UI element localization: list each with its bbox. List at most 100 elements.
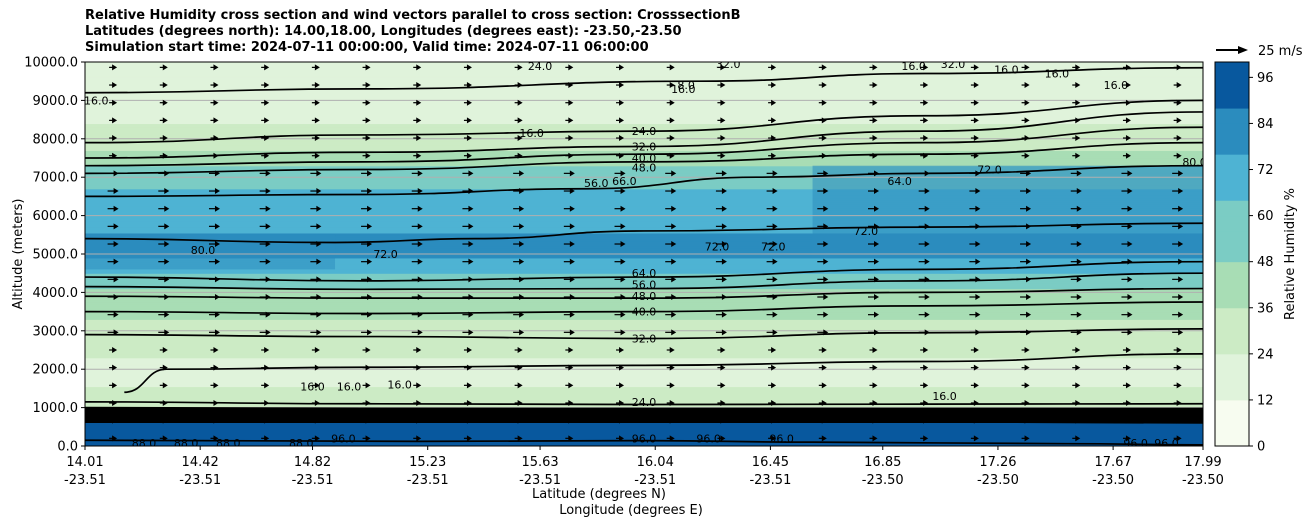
wind-vector <box>159 82 168 89</box>
wind-vector <box>818 99 827 106</box>
wind-vector <box>109 82 118 89</box>
wind-vector-head <box>517 117 523 124</box>
wind-vector-head <box>265 241 271 248</box>
wind-vector <box>1021 64 1030 71</box>
wind-vector-head <box>416 364 422 371</box>
wind-vector <box>969 329 981 336</box>
wind-vector-head <box>1125 99 1131 106</box>
wind-vector-head <box>772 276 778 283</box>
wind-vector <box>159 435 168 442</box>
wind-vector-head <box>620 170 626 177</box>
wind-vector <box>867 223 879 230</box>
rh-band <box>85 100 1203 103</box>
wind-vector-head <box>164 294 170 301</box>
wind-vector-head <box>1127 223 1133 230</box>
wind-vector <box>1122 382 1131 389</box>
wind-vector-head <box>1125 135 1131 142</box>
wind-vector <box>665 276 677 283</box>
rh-band <box>85 428 1203 432</box>
wind-vector-head <box>367 188 373 195</box>
wind-vector <box>107 294 119 301</box>
wind-vector <box>210 347 219 353</box>
wind-vector-head <box>620 188 626 195</box>
wind-vector <box>462 205 474 212</box>
y-tick-label: 9000.0 <box>33 94 79 109</box>
wind-vector-head <box>568 99 574 106</box>
wind-vector-head <box>367 223 373 230</box>
contour-line-24.0 <box>85 99 1203 144</box>
wind-vector <box>362 82 371 89</box>
wind-vector <box>109 135 118 142</box>
contour-label: 32.0 <box>632 332 657 345</box>
wind-vector-head <box>265 223 271 230</box>
wind-vector-head <box>872 64 878 71</box>
rh-band <box>85 378 1203 382</box>
wind-vector <box>1172 223 1184 230</box>
colorbar-band <box>1215 399 1249 416</box>
wind-vector <box>1172 258 1184 265</box>
wind-vector <box>818 64 827 71</box>
wind-vector-head <box>620 241 626 248</box>
wind-vector-head <box>821 347 827 353</box>
wind-vector-head <box>1176 82 1182 89</box>
wind-vector <box>261 135 270 142</box>
wind-vector-head <box>519 294 525 301</box>
wind-vector <box>867 188 879 195</box>
wind-vector <box>969 294 981 301</box>
rh-band <box>85 102 1203 105</box>
rh-band <box>85 127 1203 130</box>
wind-vector <box>362 347 371 353</box>
wind-vector <box>1172 205 1184 212</box>
wind-vector <box>158 276 170 283</box>
wind-vector <box>1072 135 1081 142</box>
rh-band <box>85 113 1203 117</box>
wind-vectors <box>107 64 1184 442</box>
wind-vector <box>208 329 220 336</box>
wind-vector <box>463 435 472 442</box>
contour-line-64.0 <box>85 260 1203 282</box>
wind-vector <box>565 417 574 424</box>
wind-vector <box>361 276 373 283</box>
wind-vector <box>259 311 271 318</box>
wind-vector <box>970 135 979 142</box>
wind-vector <box>717 117 726 124</box>
wind-vector <box>563 258 575 265</box>
wind-vector <box>768 364 777 371</box>
wind-vector <box>717 417 726 424</box>
wind-vector-head <box>1127 188 1133 195</box>
wind-vector <box>463 82 472 89</box>
wind-vector <box>311 399 320 406</box>
y-tick-label: 0.0 <box>57 440 78 455</box>
wind-vector-head <box>314 347 320 353</box>
wind-vector-head <box>821 399 827 406</box>
wind-vector-head <box>1026 170 1032 177</box>
rh-band <box>85 244 1203 247</box>
wind-vector-head <box>1127 329 1133 336</box>
rh-band <box>85 380 1203 384</box>
wind-vector-head <box>416 82 422 89</box>
wind-vector-head <box>771 117 777 124</box>
rh-band <box>85 182 1203 186</box>
wind-vector-head <box>720 152 726 159</box>
wind-vector <box>717 64 726 71</box>
wind-vector <box>766 311 778 318</box>
wind-vector-head <box>821 435 827 442</box>
wind-vector <box>158 258 170 265</box>
wind-vector <box>109 117 118 124</box>
wind-vector-head <box>1075 82 1081 89</box>
wind-vector-head <box>517 364 523 371</box>
wind-vector-head <box>973 152 979 159</box>
wind-vector-head <box>316 258 322 265</box>
wind-vector-head <box>671 188 677 195</box>
wind-vector-head <box>113 170 119 177</box>
wind-vector <box>1021 364 1030 371</box>
wind-vector-head <box>113 188 119 195</box>
wind-vector-head <box>771 382 777 389</box>
wind-vector <box>411 311 423 318</box>
wind-vector-head <box>314 382 320 389</box>
wind-vector-head <box>619 64 625 71</box>
wind-vector-head <box>468 241 474 248</box>
wind-vector <box>768 152 777 159</box>
rh-band <box>85 346 1203 349</box>
wind-vector-head <box>771 435 777 442</box>
